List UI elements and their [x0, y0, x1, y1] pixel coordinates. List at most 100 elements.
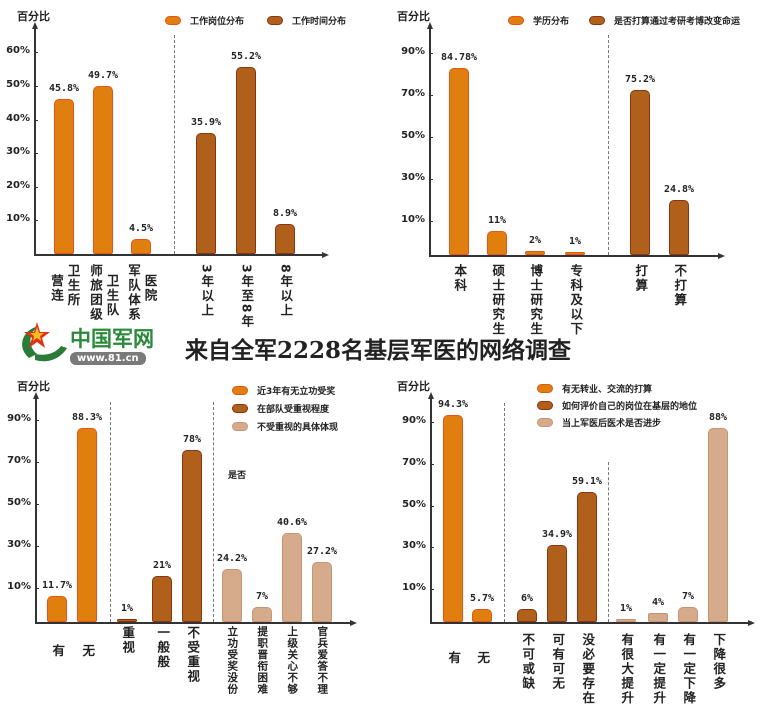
- category-label-column: 无: [80, 644, 96, 659]
- bar-value-label: 49.7%: [87, 70, 119, 81]
- bar[interactable]: [487, 230, 507, 255]
- legend-item: 有无转业、交流的打算: [537, 382, 652, 395]
- bar[interactable]: [275, 223, 295, 254]
- y-tick-mark: [429, 179, 433, 180]
- bar[interactable]: [131, 238, 151, 254]
- legend-item: 不受重视的具体体现: [232, 420, 338, 433]
- category-label-column: 有: [50, 644, 66, 659]
- y-tick-mark: [34, 86, 38, 87]
- y-tick-mark: [430, 505, 434, 507]
- group-divider: [213, 402, 214, 622]
- category-label: 重视: [97, 626, 157, 655]
- category-label: 有: [423, 651, 483, 666]
- category-label: 营连 卫生所: [34, 264, 94, 308]
- bar-value-label: 1%: [568, 236, 582, 247]
- legend-swatch: [508, 16, 524, 25]
- x-axis: [430, 622, 748, 624]
- bar[interactable]: [525, 250, 545, 255]
- y-axis-arrow-icon: [31, 22, 38, 29]
- legend-swatch: [232, 422, 248, 431]
- category-label-column: 有一定提升: [651, 633, 667, 706]
- category-label-column: 没必要存在: [580, 633, 596, 706]
- bar[interactable]: [222, 568, 242, 622]
- chart-panel: 百分比 90% 70% 50% 30% 10% 有无转业、交流的打算 如何评价自己的岗位在基层…: [380, 370, 760, 706]
- bar[interactable]: [252, 606, 272, 622]
- logo: [15, 318, 165, 366]
- x-axis: [35, 622, 350, 624]
- group-divider: [110, 402, 111, 622]
- legend-label: 当上军医后医术是否进步: [562, 419, 662, 429]
- y-tick-mark: [34, 153, 38, 155]
- group-divider: [608, 462, 609, 622]
- bar-value-label: 78%: [182, 434, 202, 446]
- bar-value-label: 11%: [487, 214, 507, 226]
- bar-value-label: 88.3%: [71, 411, 103, 423]
- category-label: 3年以上: [176, 264, 236, 318]
- group-divider: [174, 35, 175, 254]
- logo-url[interactable]: www.81.cn: [70, 352, 146, 365]
- y-tick-mark: [429, 221, 433, 222]
- category-label-column: 有一定下降: [681, 633, 697, 706]
- legend-item: 在部队受重视程度: [232, 402, 329, 415]
- bar[interactable]: [182, 450, 202, 622]
- bar[interactable]: [630, 89, 650, 255]
- bar[interactable]: [117, 619, 137, 622]
- bar[interactable]: [678, 606, 698, 622]
- y-tick-label: 70%: [401, 88, 425, 99]
- logo-text: 中国军网: [70, 327, 154, 351]
- y-axis-arrow-icon: [32, 392, 39, 399]
- bar[interactable]: [708, 428, 728, 622]
- bar[interactable]: [517, 608, 537, 622]
- category-label: 无: [452, 651, 512, 666]
- category-label: 不可或缺: [497, 633, 557, 691]
- legend-label: 在部队受重视程度: [257, 405, 330, 415]
- bar[interactable]: [616, 619, 636, 622]
- bar[interactable]: [152, 575, 172, 622]
- bar[interactable]: [443, 414, 463, 622]
- bar[interactable]: [54, 99, 74, 254]
- category-label: 硕士研究生: [467, 264, 527, 337]
- category-label-column: 官兵爱答不理: [316, 626, 329, 695]
- bar[interactable]: [648, 613, 668, 622]
- bar[interactable]: [93, 86, 113, 254]
- category-label-column: 提职晋衔困难: [256, 626, 269, 695]
- bar[interactable]: [472, 609, 492, 622]
- bar[interactable]: [312, 562, 332, 622]
- legend-label: 是否打算通过考研考博改变命运: [614, 17, 741, 27]
- category-label-column: 重视: [120, 626, 136, 655]
- bar[interactable]: [577, 491, 597, 622]
- category-label-column: 博士研究生: [528, 264, 544, 337]
- legend-swatch: [537, 418, 553, 427]
- legend-label: 工作时间分布: [292, 17, 347, 27]
- legend-item: 如何评价自己的岗位在基层的地位: [537, 399, 697, 412]
- bar[interactable]: [47, 596, 67, 622]
- y-tick-mark: [429, 95, 433, 96]
- category-label: 不打算: [649, 264, 709, 308]
- bar[interactable]: [547, 545, 567, 622]
- logo-emblem-icon: [22, 322, 67, 362]
- y-tick-label: 70%: [402, 456, 426, 468]
- bar[interactable]: [669, 200, 689, 255]
- bar[interactable]: [236, 67, 256, 254]
- bar-value-label: 55.2%: [230, 51, 262, 63]
- bar-value-label: 1%: [120, 603, 134, 614]
- bar-value-label: 94.3%: [437, 398, 469, 410]
- bar-value-label: 40.6%: [276, 516, 308, 528]
- y-tick-label: 50%: [402, 498, 426, 510]
- bar[interactable]: [565, 252, 585, 255]
- bar[interactable]: [282, 532, 302, 622]
- bar-value-label: 6%: [520, 592, 534, 604]
- bar[interactable]: [196, 132, 216, 254]
- bar-value-label: 8.9%: [272, 207, 298, 219]
- legend-item: 工作时间分布: [267, 14, 346, 27]
- bar[interactable]: [77, 427, 97, 622]
- legend-label: 学历分布: [533, 17, 570, 27]
- y-tick-label: 30%: [401, 172, 425, 183]
- bar-value-label: 1%: [619, 603, 633, 614]
- legend-item: 学历分布: [508, 14, 569, 27]
- y-tick-label: 90%: [401, 46, 425, 57]
- bar-value-label: 88%: [708, 412, 728, 424]
- bar[interactable]: [449, 68, 469, 255]
- category-label: 没必要存在: [557, 633, 617, 706]
- y-tick-mark: [35, 462, 39, 463]
